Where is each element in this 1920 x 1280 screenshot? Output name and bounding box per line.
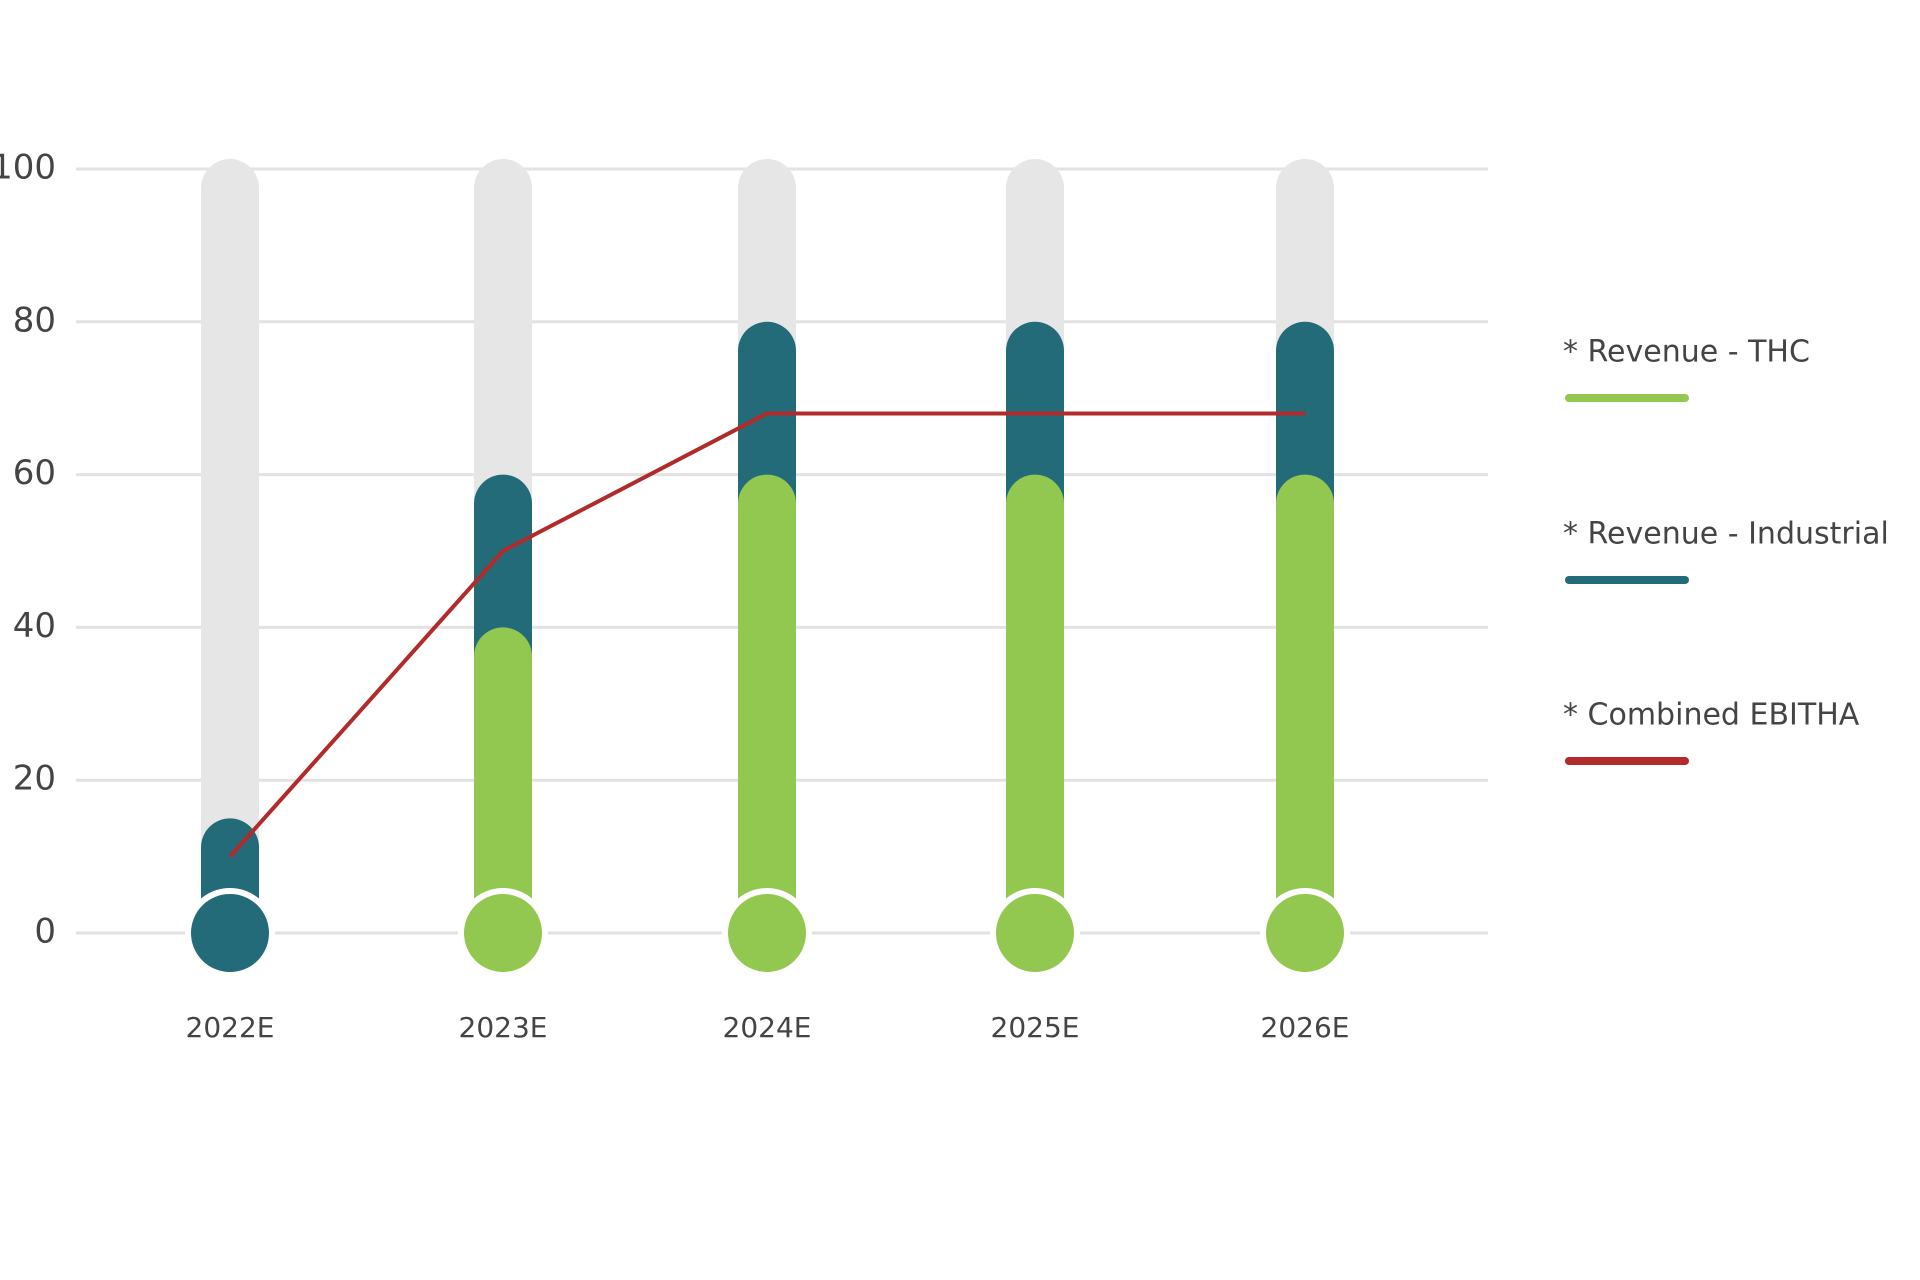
y-tick-label: 20: [13, 759, 56, 799]
legend-swatch: [1565, 576, 1689, 584]
line-series: [228, 411, 1305, 858]
legend-swatch: [1565, 394, 1689, 402]
legend-label: * Revenue - THC: [1563, 335, 1810, 370]
x-tick-label: 2022E: [186, 1011, 275, 1044]
legend-label: * Revenue - Industrial: [1563, 517, 1889, 552]
bar-segment: [738, 474, 796, 933]
y-tick-label: 60: [13, 453, 56, 493]
x-tick-label: 2024E: [723, 1011, 812, 1044]
x-tick-label: 2023E: [459, 1011, 548, 1044]
bar-segment: [1006, 474, 1064, 933]
bar-segment: [1276, 474, 1334, 933]
x-tick-label: 2026E: [1261, 1011, 1350, 1044]
bar-bulb: [1260, 888, 1350, 978]
bar-bulb: [990, 888, 1080, 978]
x-tick-label: 2025E: [991, 1011, 1080, 1044]
y-tick-label: 100: [0, 148, 56, 188]
legend-swatch: [1565, 757, 1689, 765]
bar-bulb: [185, 888, 275, 978]
y-tick-label: 80: [13, 300, 56, 340]
bar-bulb: [722, 888, 812, 978]
y-tick-label: 40: [13, 606, 56, 646]
bar-segment: [474, 627, 532, 933]
y-tick-label: 0: [34, 912, 56, 952]
bar-bulb: [458, 888, 548, 978]
bar-track: [201, 159, 259, 933]
legend-label: * Combined EBITHA: [1563, 698, 1860, 733]
